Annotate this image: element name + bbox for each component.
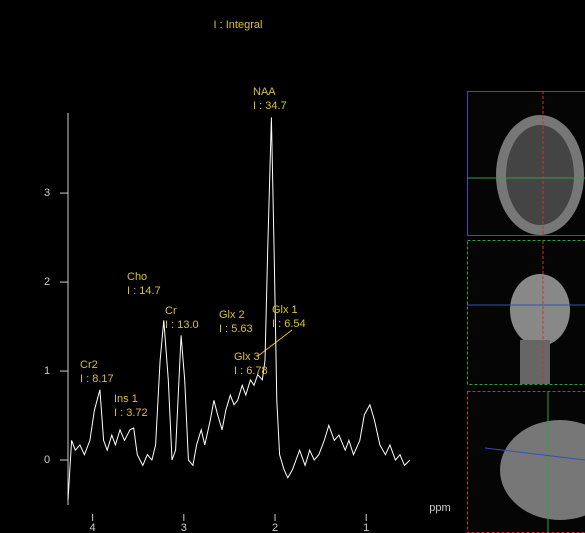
- x-tick-label: 4: [90, 522, 96, 533]
- crosshair: [484, 447, 585, 461]
- y-tick-label: 2: [44, 276, 50, 288]
- y-tick-label: 3: [44, 187, 50, 199]
- peak-integral: I : 6.78: [234, 365, 268, 377]
- peak-name: Glx 2: [219, 309, 245, 321]
- x-tick-label: 2: [272, 522, 278, 533]
- peak-name: Cho: [127, 271, 147, 283]
- peak-name: NAA: [253, 86, 276, 98]
- peak-integral: I : 13.0: [165, 319, 199, 331]
- peak-name: Glx 3: [234, 351, 260, 363]
- peak-integral: I : 3.72: [114, 407, 148, 419]
- spectrum-line: [67, 117, 411, 501]
- coronal-image: [520, 340, 550, 384]
- x-tick-label: 1: [363, 522, 369, 533]
- chart-title: I : Integral: [214, 19, 263, 31]
- x-tick-label: 3: [181, 522, 187, 533]
- sagittal-image: [500, 420, 585, 520]
- peak-integral: I : 14.7: [127, 285, 161, 297]
- peak-integral: I : 34.7: [253, 100, 287, 112]
- peak-name: Glx 1: [272, 304, 298, 316]
- peak-integral: I : 6.54: [272, 318, 306, 330]
- peak-name: Cr2: [80, 359, 98, 371]
- coronal-image: [510, 274, 570, 346]
- peak-name: Ins 1: [114, 393, 138, 405]
- y-tick-label: 1: [44, 365, 50, 377]
- leader-line: [257, 329, 293, 357]
- y-tick-label: 0: [44, 454, 50, 466]
- image-panels: [467, 91, 585, 533]
- peak-integral: I : 8.17: [80, 373, 114, 385]
- axial-image: [506, 125, 574, 225]
- peak-integral: I : 5.63: [219, 323, 253, 335]
- x-axis-label: ppm: [429, 502, 450, 514]
- peak-name: Cr: [165, 305, 177, 317]
